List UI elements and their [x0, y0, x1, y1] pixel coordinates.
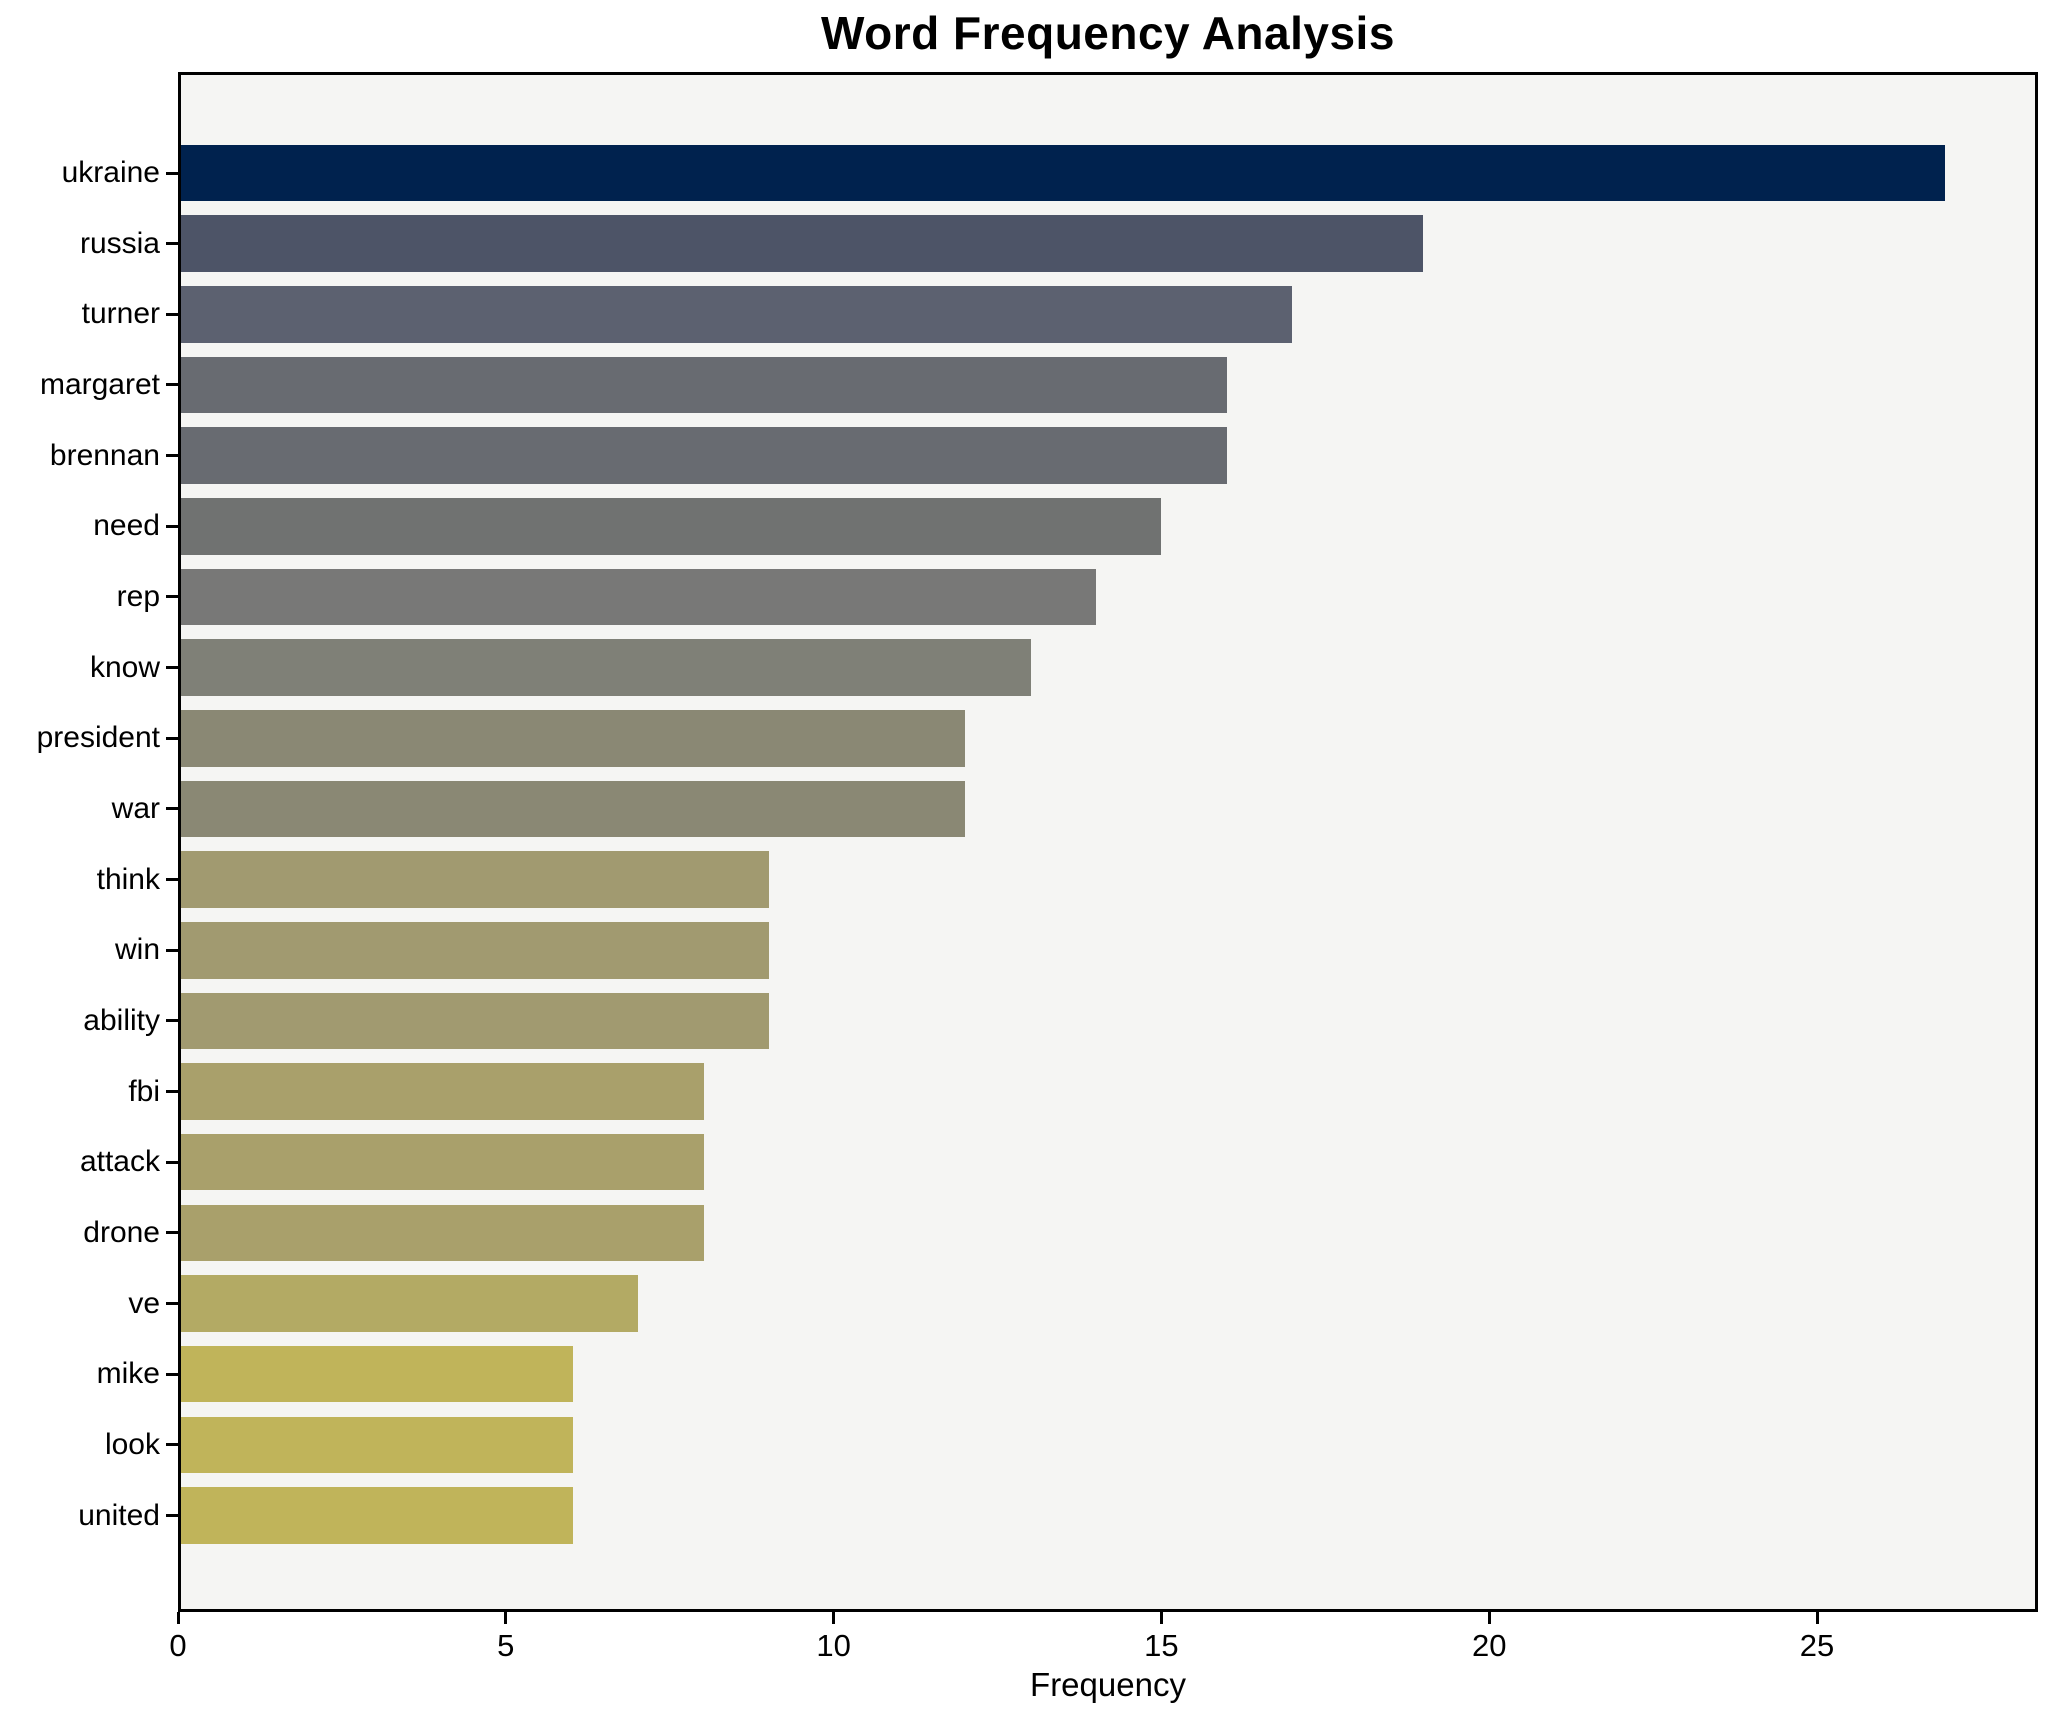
y-tick-label-brennan: brennan — [49, 438, 160, 472]
x-tick-mark — [176, 1612, 180, 1624]
x-tick-mark — [504, 1612, 508, 1624]
x-tick-mark — [832, 1612, 836, 1624]
bar-fbi — [181, 1063, 704, 1120]
y-tick-mark — [166, 878, 178, 882]
x-tick-label-0: 0 — [169, 1628, 187, 1663]
bar-ability — [181, 992, 770, 1050]
bar-need — [181, 498, 1162, 555]
y-tick-mark — [166, 242, 178, 246]
y-tick-label-margaret: margaret — [39, 367, 160, 401]
y-tick-mark — [166, 948, 178, 952]
y-tick-mark — [166, 383, 178, 387]
bar-rep — [181, 568, 1096, 626]
x-tick-label-10: 10 — [816, 1628, 851, 1663]
y-tick-mark — [166, 171, 178, 175]
y-tick-label-think: think — [96, 862, 160, 896]
bar-mike — [181, 1345, 574, 1403]
y-tick-label-drone: drone — [83, 1215, 160, 1249]
bar-know — [181, 639, 1031, 696]
y-tick-mark — [166, 1514, 178, 1518]
y-tick-mark — [166, 1019, 178, 1023]
x-tick-mark — [1815, 1612, 1819, 1624]
bar-war — [181, 780, 966, 838]
y-tick-mark — [166, 1160, 178, 1164]
y-tick-label-russia: russia — [79, 226, 160, 260]
bar-russia — [181, 215, 1423, 272]
y-tick-label-united: united — [78, 1498, 160, 1532]
bar-win — [181, 922, 770, 979]
bar-think — [181, 851, 770, 908]
x-tick-label-20: 20 — [1471, 1628, 1507, 1663]
y-tick-label-win: win — [114, 933, 160, 967]
y-tick-mark — [166, 1302, 178, 1306]
y-tick-label-president: president — [36, 721, 160, 755]
y-tick-label-attack: attack — [79, 1145, 160, 1179]
x-tick-label-15: 15 — [1144, 1628, 1179, 1663]
y-tick-mark — [166, 595, 178, 599]
y-tick-label-rep: rep — [116, 579, 160, 613]
y-tick-mark — [166, 312, 178, 316]
y-tick-mark — [166, 736, 178, 740]
bar-drone — [181, 1204, 704, 1262]
plot-area — [178, 72, 2038, 1612]
y-tick-label-ukraine: ukraine — [61, 156, 160, 189]
y-tick-mark — [166, 1372, 178, 1376]
y-tick-label-fbi: fbi — [128, 1074, 160, 1108]
x-tick-label-25: 25 — [1799, 1628, 1835, 1663]
bar-attack — [181, 1133, 704, 1191]
y-tick-label-need: need — [93, 509, 160, 543]
bar-ve — [181, 1275, 639, 1332]
bar-president — [181, 710, 966, 767]
y-tick-mark — [166, 1231, 178, 1235]
bar-brennan — [181, 427, 1227, 484]
x-tick-mark — [1487, 1612, 1491, 1624]
y-tick-label-ability: ability — [83, 1003, 160, 1037]
y-tick-label-look: look — [104, 1427, 160, 1461]
bar-margaret — [181, 356, 1227, 414]
y-tick-label-mike: mike — [96, 1357, 160, 1391]
y-tick-label-know: know — [89, 650, 160, 684]
y-tick-mark — [166, 1443, 178, 1447]
bar-united — [181, 1487, 574, 1544]
y-tick-mark — [166, 454, 178, 458]
y-tick-label-ve: ve — [128, 1286, 160, 1320]
chart-title: Word Frequency Analysis — [821, 7, 1395, 59]
y-tick-mark — [166, 666, 178, 670]
y-tick-label-war: war — [111, 791, 160, 825]
y-tick-mark — [166, 524, 178, 528]
bar-ukraine — [181, 144, 1946, 202]
y-tick-label-turner: turner — [81, 297, 160, 331]
y-tick-mark — [166, 1090, 178, 1094]
y-tick-mark — [166, 807, 178, 811]
x-tick-mark — [1159, 1612, 1163, 1624]
bar-look — [181, 1416, 574, 1474]
x-axis-label: Frequency — [1030, 1666, 1186, 1703]
x-tick-label-5: 5 — [497, 1628, 515, 1663]
bar-turner — [181, 286, 1292, 343]
